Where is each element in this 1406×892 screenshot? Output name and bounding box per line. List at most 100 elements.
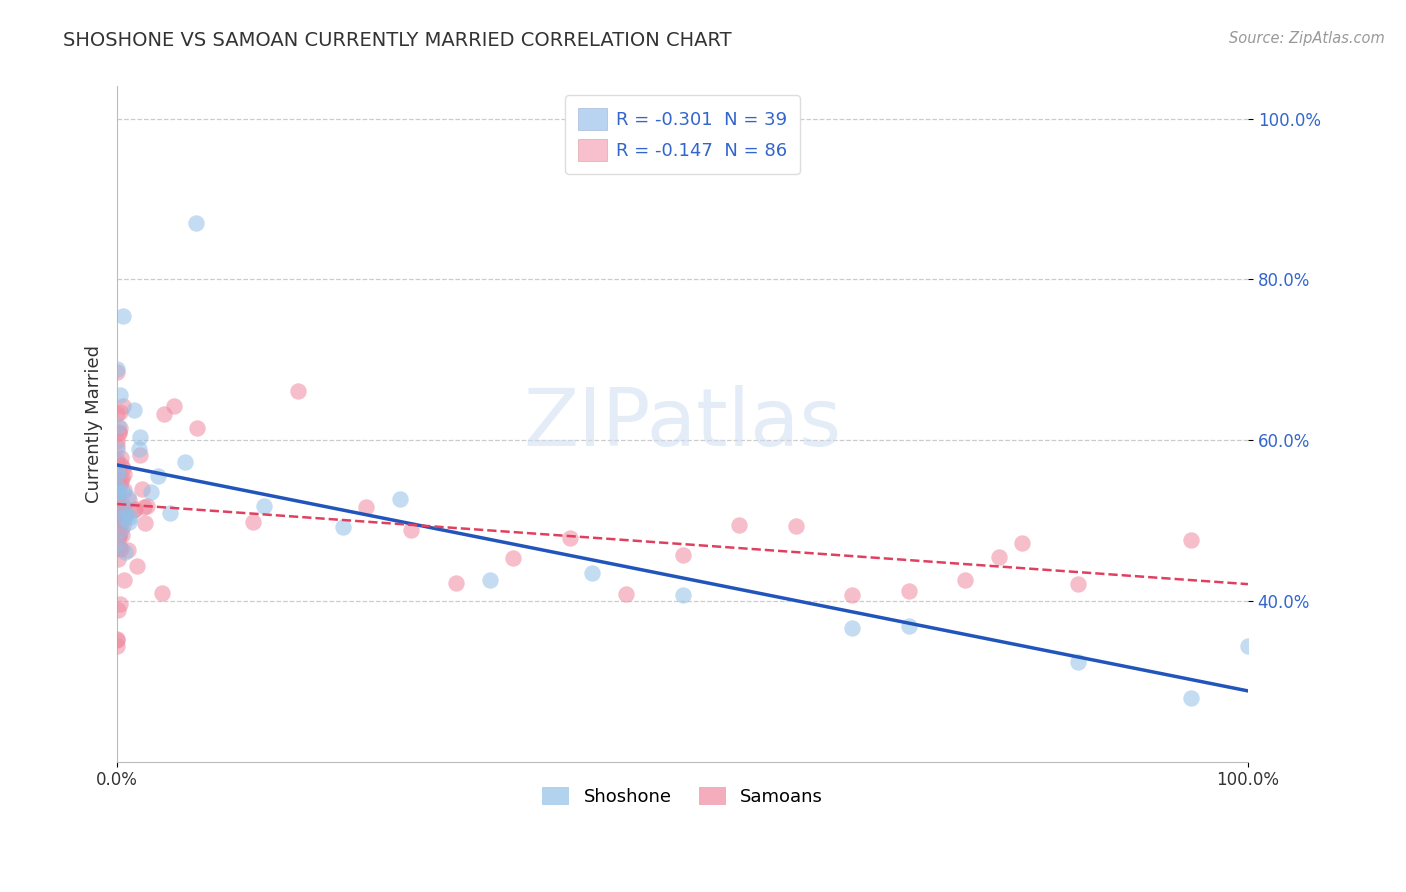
Point [174,454,197,468]
Point [114,511,136,525]
Point [107,603,129,617]
Point [112,501,135,516]
Point [107,528,129,542]
Point [785,519,807,533]
Point [112,467,135,482]
Text: Source: ZipAtlas.com: Source: ZipAtlas.com [1229,31,1385,46]
Point [105,519,128,533]
Point [110,541,132,556]
Point [558,531,581,545]
Point [105,434,128,449]
Point [105,632,128,647]
Point [105,541,128,555]
Point [108,421,131,435]
Point [108,519,131,533]
Point [107,418,129,433]
Point [108,425,131,440]
Point [107,513,129,527]
Point [107,365,129,379]
Point [107,481,129,495]
Point [242,516,264,530]
Point [105,465,128,479]
Point [118,492,141,507]
Point [108,405,131,419]
Point [105,520,128,534]
Point [111,497,134,511]
Point [129,430,152,444]
Point [128,442,150,457]
Point [107,528,129,542]
Point [108,530,131,544]
Point [1011,536,1033,550]
Point [135,500,157,514]
Point [841,621,863,635]
Point [108,506,131,520]
Point [671,588,693,602]
Point [728,518,751,533]
Point [105,407,128,421]
Point [105,485,128,500]
Point [446,576,468,591]
Point [153,407,176,421]
Point [163,399,186,413]
Point [186,216,208,230]
Point [1067,577,1090,591]
Point [110,523,132,537]
Text: SHOSHONE VS SAMOAN CURRENTLY MARRIED CORRELATION CHART: SHOSHONE VS SAMOAN CURRENTLY MARRIED COR… [63,31,733,50]
Point [118,515,141,529]
Point [502,551,524,566]
Point [118,510,141,524]
Point [150,586,173,600]
Point [111,309,134,323]
Point [111,471,134,485]
Point [105,640,128,654]
Point [111,528,134,542]
Point [117,490,139,504]
Point [354,500,377,514]
Point [146,469,169,483]
Point [332,520,354,534]
Point [112,519,135,533]
Y-axis label: Currently Married: Currently Married [86,345,103,503]
Point [105,493,128,508]
Point [108,527,131,541]
Point [186,420,208,434]
Point [105,453,128,467]
Point [124,402,146,417]
Point [114,509,136,524]
Point [253,499,276,513]
Point [1180,533,1202,548]
Point [112,483,135,498]
Point [114,544,136,558]
Point [105,494,128,508]
Point [111,399,134,413]
Point [1180,690,1202,705]
Point [105,361,128,376]
Point [955,573,977,587]
Point [112,460,135,475]
Point [105,457,128,471]
Point [105,473,128,487]
Point [105,633,128,648]
Point [114,506,136,520]
Point [479,573,502,587]
Point [132,500,155,515]
Point [287,384,309,399]
Point [112,574,135,588]
Point [110,474,132,488]
Legend: Shoshone, Samoans: Shoshone, Samoans [534,780,831,814]
Point [108,478,131,492]
Point [139,485,162,500]
Point [125,558,148,573]
Point [671,548,693,562]
Point [108,513,131,527]
Point [1067,656,1090,670]
Point [110,458,132,473]
Point [124,502,146,516]
Point [105,442,128,457]
Point [108,512,131,526]
Point [897,583,920,598]
Point [124,503,146,517]
Point [128,448,150,462]
Point [107,485,129,500]
